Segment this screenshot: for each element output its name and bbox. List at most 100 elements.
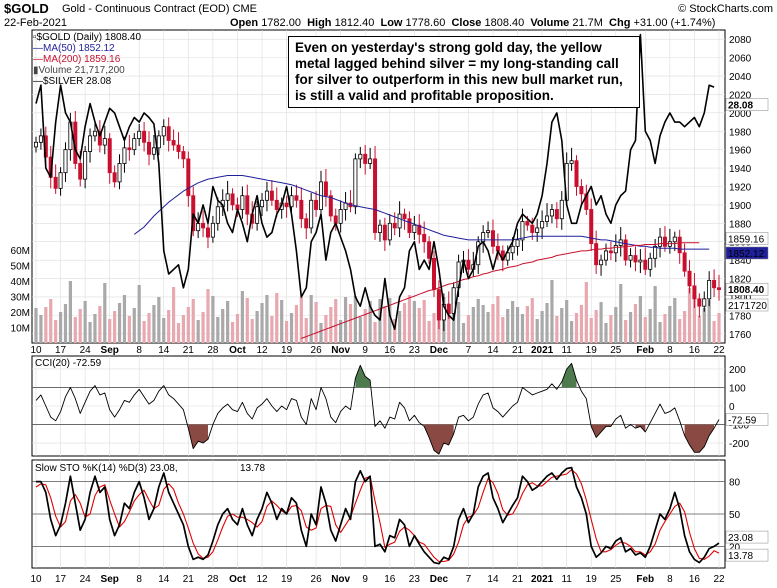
candle-body (294, 195, 299, 201)
cci-tick-label: -100 (729, 421, 749, 432)
silver-line (35, 33, 715, 330)
volume-bar (535, 319, 539, 343)
candle-body (230, 193, 235, 206)
x-tick-label-bottom: 8 (136, 574, 142, 585)
candle-body (422, 233, 427, 243)
volume-bar (63, 304, 68, 343)
cci-oversold-fill (188, 424, 208, 449)
volume-bar (117, 303, 122, 343)
volume-bar (113, 311, 117, 343)
candle-body (377, 224, 382, 233)
instrument-desc: Gold - Continuous Contract (EOD) (62, 3, 230, 15)
silver-price-tag-box (725, 98, 769, 111)
candle-body (653, 245, 658, 259)
candle-body (299, 199, 304, 220)
symbol-title: $GOLD (4, 1, 49, 16)
y-tick-label: 2020 (729, 90, 752, 101)
legend-gold-text: $GOLD (Daily) 1808.40 (36, 32, 142, 43)
x-tick-label-price: 8 (667, 345, 673, 356)
x-tick-label-price: 16 (384, 345, 396, 356)
candle-body (255, 206, 260, 224)
x-tick-label-bottom: 8 (667, 574, 673, 585)
x-tick-label-price: Sep (101, 345, 119, 356)
credit-link[interactable]: © StockCharts.com (678, 3, 773, 15)
low-label: Low (380, 17, 403, 29)
volume-bar (619, 284, 623, 343)
volume-bar (658, 322, 662, 343)
candle-body (554, 209, 559, 220)
volume-bar (584, 282, 588, 343)
x-tick-label-bottom: 28 (207, 574, 219, 585)
volume-bar (240, 291, 244, 343)
candle-body (387, 222, 392, 241)
x-tick-label-bottom: 7 (466, 574, 472, 585)
x-tick-label-bottom: 17 (55, 574, 67, 585)
candle-body (397, 213, 402, 229)
sto-d-label: 13.78 (240, 463, 265, 474)
volume-bar (162, 318, 166, 343)
volume-label: Volume (530, 17, 570, 29)
legend-volume: ▮Volume 21,717,200 (33, 66, 125, 76)
volume-bar (383, 306, 387, 343)
candle-body (608, 250, 613, 254)
y-tick-label: 1980 (729, 127, 752, 138)
chg-label: Chg (609, 17, 631, 29)
legend-ma200-icon: — (33, 54, 43, 65)
volume-bar (511, 301, 515, 343)
legend-ma50-icon: — (33, 43, 43, 54)
volume-bar (289, 313, 294, 343)
x-tick-label-price: 26 (311, 345, 323, 356)
volume-bar (58, 312, 63, 343)
candle-body (692, 285, 697, 300)
volume-bar (260, 303, 264, 343)
volume-bar (422, 300, 426, 343)
y-tick-label: 1760 (729, 330, 752, 341)
volume-bar (68, 281, 72, 343)
candle-body (515, 239, 520, 247)
candle-body (574, 160, 579, 187)
candle-body (240, 195, 245, 210)
volume-bar (515, 307, 520, 343)
volume-bar (461, 323, 466, 343)
x-tick-label-bottom: Oct (229, 574, 246, 585)
candle-body (505, 252, 510, 261)
volume-bar (565, 300, 569, 343)
x-tick-label-price: 12 (256, 345, 268, 356)
x-tick-label-bottom: 19 (281, 574, 293, 585)
sto-k-box (725, 530, 769, 544)
candle-body (368, 158, 373, 164)
x-tick-label-bottom: 12 (256, 574, 268, 585)
x-tick-label-bottom: 2021 (531, 574, 554, 585)
candle-body (613, 245, 618, 254)
volume-bar (221, 309, 225, 343)
volume-tick-label: 20M (11, 308, 30, 319)
x-tick-label-bottom: Sep (101, 574, 119, 585)
candle-body (569, 160, 574, 164)
volume-bar (525, 306, 529, 343)
x-tick-label-bottom: 24 (80, 574, 92, 585)
open-value: 1782.00 (261, 17, 301, 29)
volume-bar (83, 301, 87, 343)
ma50-price-tag-box (725, 246, 769, 260)
x-tick-label-bottom: 21 (512, 574, 524, 585)
volume-bar (687, 288, 692, 343)
candle-body (712, 279, 717, 289)
candle-body (156, 135, 161, 149)
volume-bar (663, 314, 667, 343)
candle-body (633, 255, 638, 263)
x-tick-label-price: 8 (136, 345, 142, 356)
sto-tick-label: 20 (729, 542, 741, 553)
volume-bar (284, 321, 289, 343)
candle-body (648, 257, 653, 270)
cci-tick-label: 100 (729, 383, 746, 394)
volume-bar (648, 309, 652, 343)
x-tick-label-price: 11 (561, 345, 572, 356)
volume-bar (255, 311, 259, 343)
legend-silver: —$SILVER 28.08 (33, 77, 111, 87)
x-tick-label-bottom: 19 (586, 574, 598, 585)
cci-overbought-fill (355, 365, 371, 388)
volume-bar (299, 297, 303, 343)
candle-body (436, 289, 441, 321)
legend-silver-icon: — (33, 76, 43, 87)
